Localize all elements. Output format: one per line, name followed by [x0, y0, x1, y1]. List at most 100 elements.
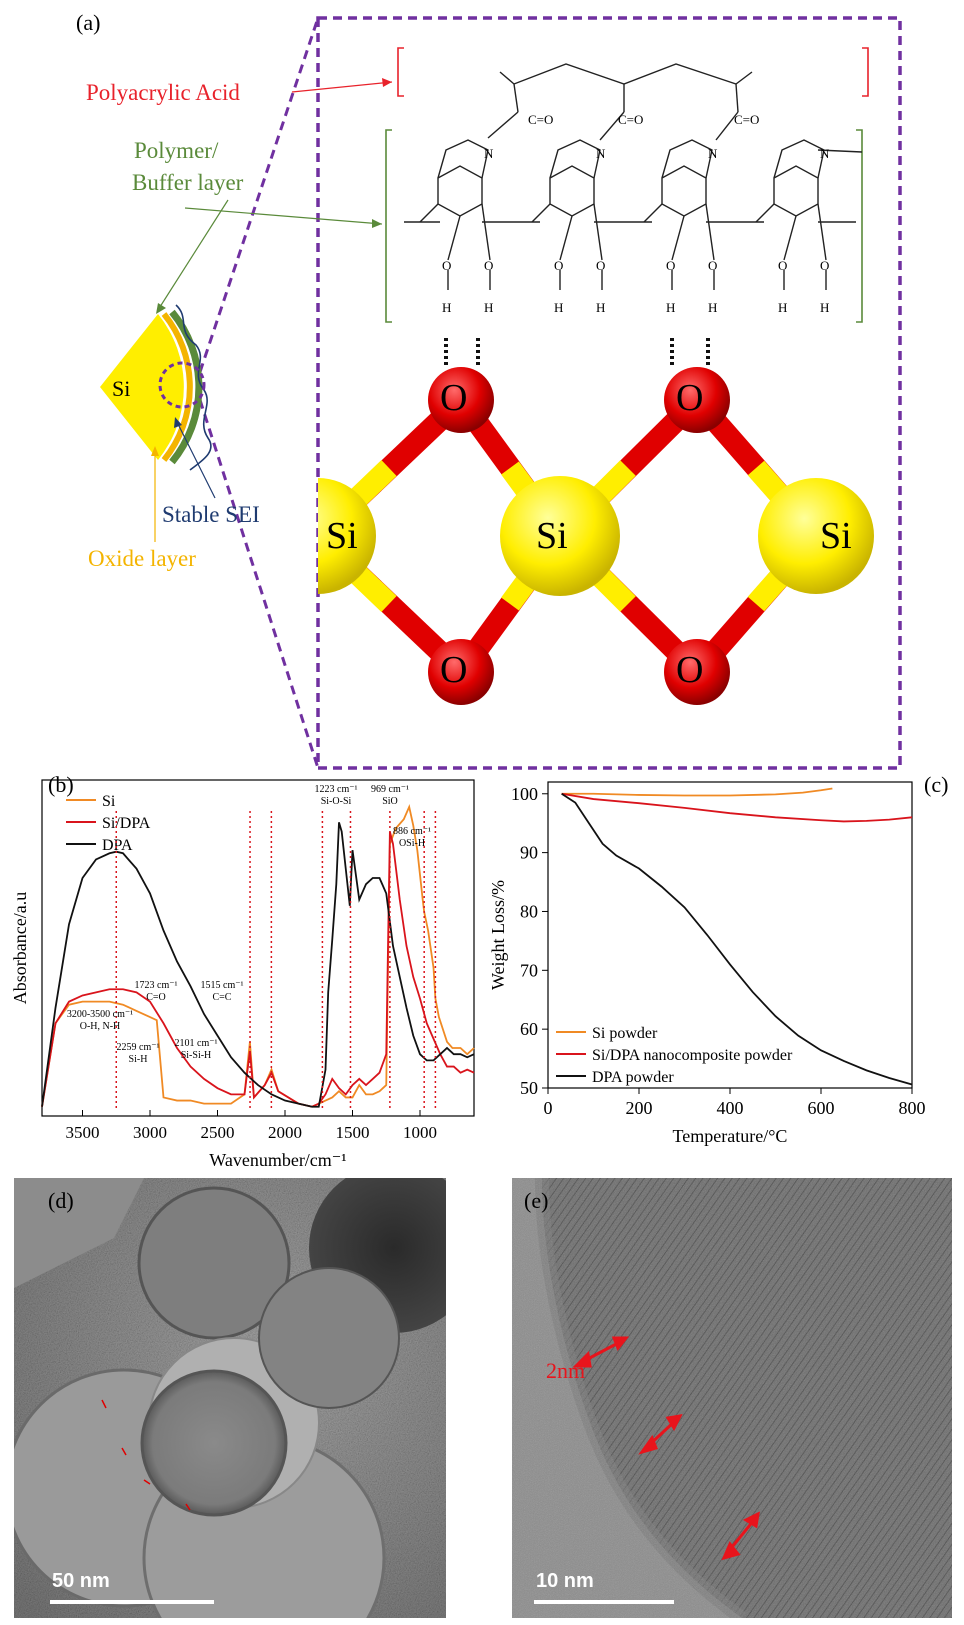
annotation-assignment: Si-Si-H — [181, 1050, 212, 1061]
y-tick-label: 90 — [520, 843, 538, 863]
polymer-label-line1: Polymer/ — [134, 138, 219, 163]
annotation-assignment: OSi-H — [399, 838, 425, 849]
x-tick-label: 1500 — [336, 1123, 370, 1142]
nitrogen-label-2: N — [596, 146, 606, 161]
x-tick-label: 400 — [717, 1098, 744, 1118]
hydroxyl-o-8: O — [820, 258, 830, 273]
zoom-frame — [316, 16, 902, 770]
y-axis-label: Weight Loss/% — [488, 880, 508, 990]
hydroxyl-o-7: O — [778, 258, 788, 273]
x-tick-label: 200 — [626, 1098, 653, 1118]
annotation-wavenumber: 1515 cm⁻¹ — [201, 980, 244, 991]
panel-a: (a) Polyacrylic Acid Polymer/ Buffer lay… — [0, 0, 964, 770]
hydroxyl-h-1: H — [442, 300, 452, 315]
zoom-line-bottom — [198, 399, 320, 769]
series-line-dpa — [41, 822, 475, 1108]
legend-label: DPA — [102, 837, 133, 854]
hydroxyl-h-3: H — [554, 300, 564, 315]
annotation-assignment: Si-O-Si — [321, 796, 352, 807]
ftir-chart: 3500 3000 2500 2000 1500 1000 Wavenumber/cm⁻¹ A… — [10, 779, 475, 1170]
atom-si-right: Si — [820, 515, 852, 557]
hydroxyl-o-3: O — [554, 258, 564, 273]
hydroxyl-h-6: H — [708, 300, 718, 315]
hydroxyl-h-7: H — [778, 300, 788, 315]
atom-o-4: O — [676, 649, 704, 691]
oxide-layer-label: Oxide layer — [88, 546, 196, 571]
annotation-wavenumber: 3200-3500 cm⁻¹ — [67, 1009, 133, 1020]
hydroxyl-o-5: O — [666, 258, 676, 273]
series-line — [561, 792, 913, 823]
legend-label: Si powder — [592, 1025, 658, 1042]
y-axis-label: Absorbance/a.u — [10, 892, 30, 1004]
polyacrylic-acid-label: Polyacrylic Acid — [86, 80, 240, 105]
si-particle-wedge — [100, 304, 212, 471]
panel-e-tem-image: (e) 2nm 10 nm — [512, 1178, 952, 1618]
annotation-wavenumber: 2101 cm⁻¹ — [175, 1038, 218, 1049]
plot-frame — [547, 781, 913, 1089]
y-tick-label: 100 — [511, 784, 538, 804]
x-tick-label: 800 — [899, 1098, 926, 1118]
annotation-assignment: O-H, N-H — [80, 1021, 121, 1032]
scale-label-e: 10 nm — [536, 1570, 594, 1592]
legend-label: DPA powder — [592, 1069, 674, 1086]
polymer-label-line2: Buffer layer — [132, 170, 244, 195]
scale-bar-d — [50, 1600, 214, 1604]
nitrogen-label-4: N — [820, 146, 830, 161]
tem-micrograph-e — [512, 1178, 952, 1618]
stable-sei-label: Stable SEI — [162, 502, 260, 527]
panel-a-schematic — [100, 16, 902, 770]
annotation-wavenumber: 1223 cm⁻¹ — [315, 784, 358, 795]
series-line — [561, 787, 833, 797]
zoom-line-top — [198, 17, 320, 373]
carbonyl-label-1: C=O — [528, 112, 554, 127]
series-line-si — [41, 803, 475, 1108]
hydroxyl-h-5: H — [666, 300, 676, 315]
x-tick-label: 2500 — [201, 1123, 235, 1142]
panel-b-label: (b) — [48, 772, 74, 797]
atom-si-center: Si — [536, 515, 568, 557]
y-tick-label: 70 — [520, 960, 538, 980]
x-tick-label: 3000 — [133, 1123, 167, 1142]
series-line-sidpa — [41, 831, 475, 1108]
panel-d-tem-image: (d) 50 nm — [14, 1178, 446, 1618]
atom-o-1: O — [440, 377, 468, 419]
panel-e-label: (e) — [524, 1188, 549, 1213]
silica-lattice — [318, 367, 874, 705]
annotation-assignment: C=O — [146, 992, 166, 1003]
hydroxyl-o-2: O — [484, 258, 494, 273]
y-tick-label: 50 — [520, 1078, 538, 1098]
hydroxyl-o-4: O — [596, 258, 606, 273]
hydrogen-bonds — [444, 338, 710, 366]
hydroxyl-h-4: H — [596, 300, 606, 315]
hydroxyl-o-6: O — [708, 258, 718, 273]
panel-c-label: (c) — [924, 772, 949, 797]
carbonyl-label-2: C=O — [618, 112, 644, 127]
x-tick-label: 600 — [808, 1098, 835, 1118]
x-tick-label: 1000 — [403, 1123, 437, 1142]
carbonyl-label-3: C=O — [734, 112, 760, 127]
annotation-wavenumber: 2259 cm⁻¹ — [117, 1042, 160, 1053]
y-tick-label: 60 — [520, 1019, 538, 1039]
atom-si-left: Si — [326, 515, 358, 557]
layer-thickness-label: 2nm — [546, 1358, 586, 1383]
atom-o-3: O — [440, 649, 468, 691]
panel-c: 0 200 400 600 800 50 60 70 80 90 100 Temperature/°C… — [482, 770, 964, 1180]
hydroxyl-o-1: O — [442, 258, 452, 273]
x-tick-label: 2000 — [268, 1123, 302, 1142]
y-tick-label: 80 — [520, 901, 538, 921]
atom-o-2: O — [676, 377, 704, 419]
panel-b: 3500 3000 2500 2000 1500 1000 Wavenumber/cm⁻¹ A… — [0, 770, 482, 1180]
tem-micrograph-d — [14, 1178, 446, 1618]
scale-bar-e — [534, 1600, 674, 1604]
x-tick-label: 3500 — [66, 1123, 100, 1142]
tga-chart: 0 200 400 600 800 50 60 70 80 90 100 Temperature/°C… — [488, 781, 926, 1146]
annotation-wavenumber: 1723 cm⁻¹ — [135, 980, 178, 991]
annotation-assignment: SiO — [382, 796, 398, 807]
legend-label: Si/DPA — [102, 815, 151, 832]
si-core-label: Si — [112, 376, 131, 401]
x-axis-label: Wavenumber/cm⁻¹ — [209, 1150, 346, 1170]
x-axis-label: Temperature/°C — [673, 1126, 788, 1146]
hydroxyl-h-8: H — [820, 300, 830, 315]
legend-label: Si/DPA nanocomposite powder — [592, 1047, 793, 1064]
series-line — [561, 793, 913, 1086]
